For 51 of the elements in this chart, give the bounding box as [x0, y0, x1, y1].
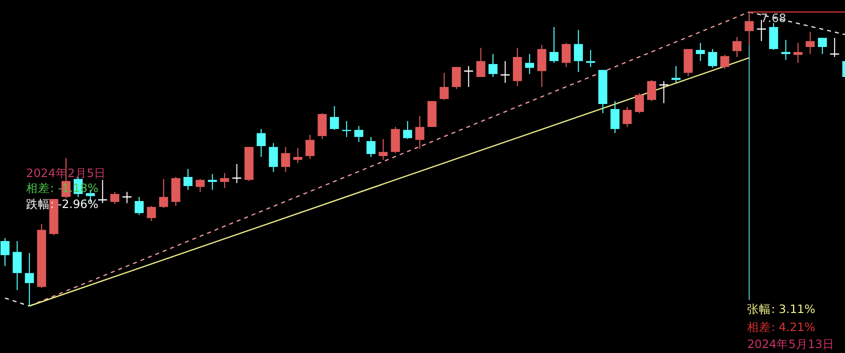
candlestick: [306, 134, 314, 160]
candlestick: [318, 112, 327, 140]
candlestick: [622, 106, 632, 128]
text: 相差: 4.21%: [747, 320, 816, 334]
candlestick: [512, 47, 522, 87]
candlestick: [12, 240, 22, 291]
candlestick: [110, 191, 120, 204]
candlestick: [806, 31, 815, 55]
candlestick: [134, 196, 144, 216]
candlestick: [366, 136, 376, 158]
candlestick: [440, 72, 449, 100]
candlestick: [0, 238, 10, 267]
candlestick: [781, 39, 790, 60]
candlestick: [293, 148, 302, 164]
candlestick: [610, 100, 620, 134]
candlestick: [196, 178, 205, 192]
candlestick: [525, 54, 534, 75]
candlestick: [354, 126, 364, 142]
candlestick: [281, 146, 290, 172]
candlestick: [220, 172, 230, 189]
candlestick: [537, 44, 546, 88]
text: 2024年5月13日: [747, 337, 834, 351]
candlestick: [550, 26, 558, 64]
annotation: 跌幅: -2.96%: [26, 197, 98, 211]
candlestick: [598, 70, 608, 114]
candlestick: [696, 42, 705, 62]
candlestick: [794, 42, 802, 64]
candlestick: [428, 101, 436, 127]
annotation: 张幅: 3.11%: [747, 302, 816, 316]
candlestick: [732, 36, 742, 58]
candlestick: [476, 47, 486, 77]
candlestick: [330, 106, 339, 130]
candlestick: [769, 22, 778, 50]
candlestick: [574, 29, 583, 72]
candlestick: [672, 66, 680, 84]
candlestick: [684, 49, 693, 77]
candlestick: [146, 206, 156, 222]
candlestick: [452, 66, 461, 90]
candlestick: [208, 173, 217, 190]
candlestick: [415, 116, 424, 150]
candlestick: [586, 49, 596, 68]
candlestick: [708, 48, 718, 68]
candlestick: [403, 120, 412, 140]
candlestick: [744, 12, 754, 46]
candlestick: [24, 252, 34, 306]
candlestick: [184, 168, 192, 190]
candlestick: [268, 142, 278, 172]
candlestick: [488, 54, 498, 78]
candlestick: [256, 128, 266, 158]
candlestick: [818, 38, 827, 55]
candlestick: [378, 138, 388, 160]
